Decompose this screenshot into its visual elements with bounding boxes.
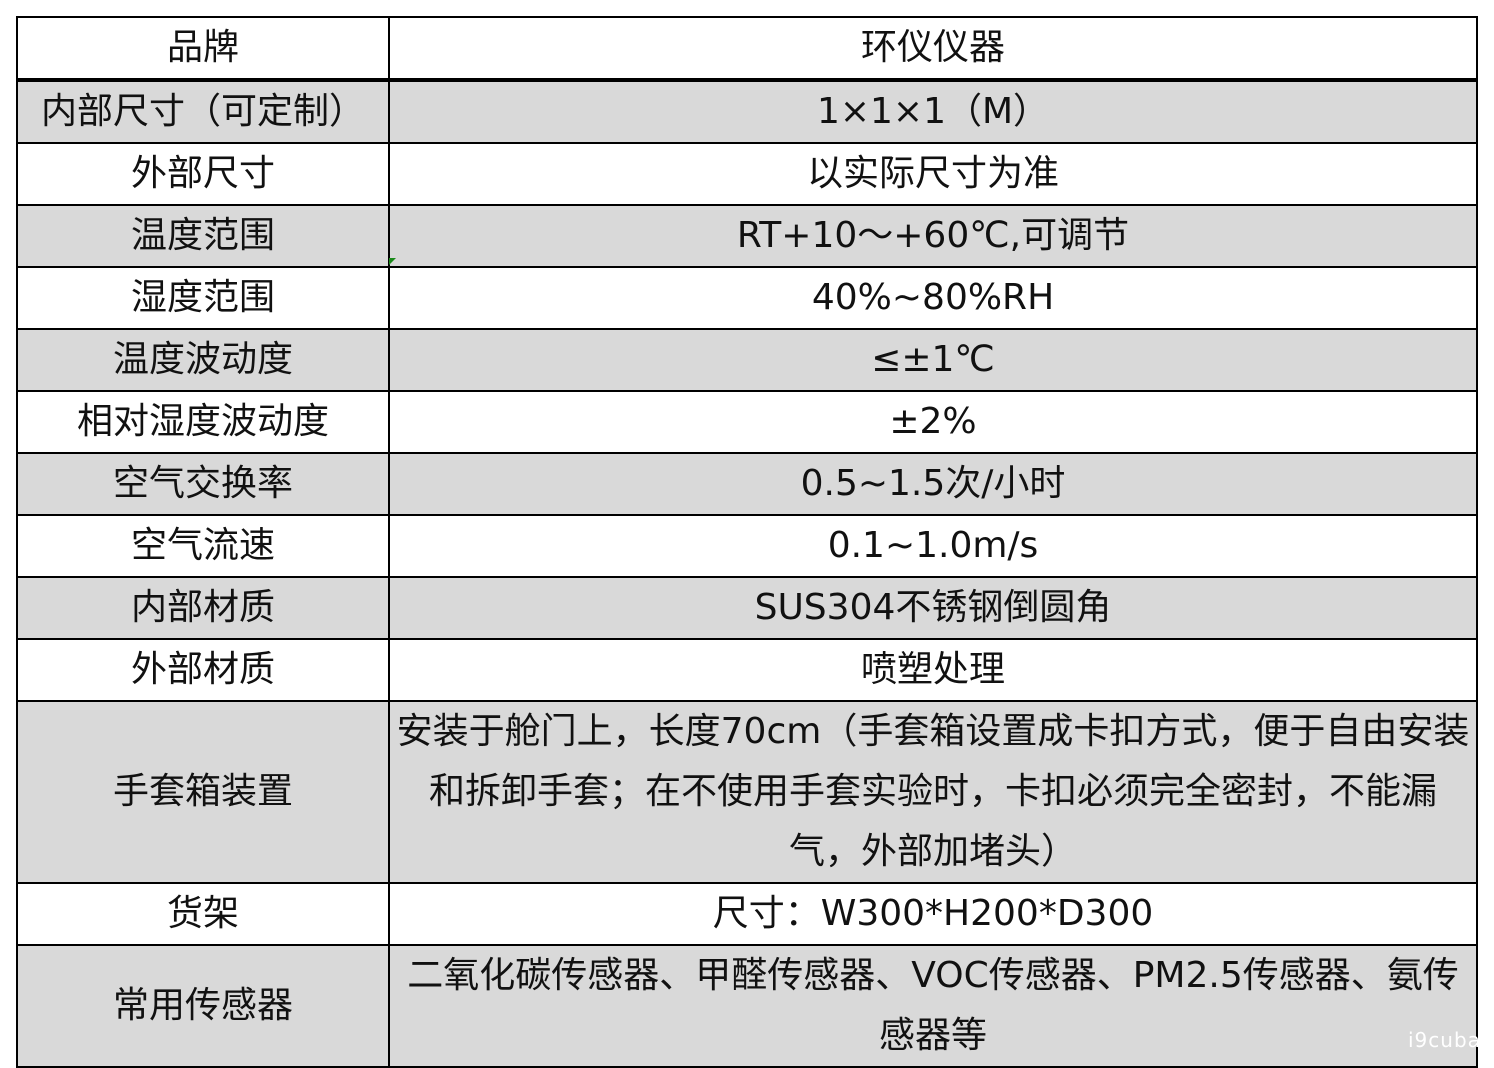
table-header-row: 品牌 环仪仪器 [16, 16, 1478, 82]
spec-label: 外部尺寸 [16, 142, 390, 206]
table-row: 外部尺寸 以实际尺寸为准 [16, 142, 1478, 206]
spec-label: 常用传感器 [16, 944, 390, 1068]
table-row: 常用传感器 二氧化碳传感器、甲醛传感器、VOC传感器、PM2.5传感器、氨传感器等 [16, 944, 1478, 1068]
watermark: i9cuba.c [1408, 1028, 1494, 1052]
spec-label: 空气流速 [16, 514, 390, 578]
table-row: 货架 尺寸：W300*H200*D300 [16, 882, 1478, 946]
spec-value: 尺寸：W300*H200*D300 [388, 882, 1478, 946]
spec-label: 空气交换率 [16, 452, 390, 516]
cell-comment-marker [389, 258, 396, 265]
spec-label: 温度波动度 [16, 328, 390, 392]
spec-value: 40%~80%RH [388, 266, 1478, 330]
spec-value: ≤±1℃ [388, 328, 1478, 392]
spec-value: 1×1×1（M） [388, 79, 1478, 144]
table-row: 空气交换率 0.5~1.5次/小时 [16, 452, 1478, 516]
spec-value: SUS304不锈钢倒圆角 [388, 576, 1478, 640]
table-row: 空气流速 0.1~1.0m/s [16, 514, 1478, 578]
spec-value: 以实际尺寸为准 [388, 142, 1478, 206]
spec-label: 温度范围 [16, 204, 390, 268]
table-row: 温度范围 RT+10～+60℃,可调节 [16, 204, 1478, 268]
table-row: 湿度范围 40%~80%RH [16, 266, 1478, 330]
spec-value: 二氧化碳传感器、甲醛传感器、VOC传感器、PM2.5传感器、氨传感器等 [388, 944, 1478, 1068]
spec-label: 内部尺寸（可定制） [16, 79, 390, 144]
spec-value: 喷塑处理 [388, 638, 1478, 702]
spec-label: 相对湿度波动度 [16, 390, 390, 454]
spec-label: 外部材质 [16, 638, 390, 702]
spec-label: 手套箱装置 [16, 700, 390, 884]
spec-label: 货架 [16, 882, 390, 946]
spec-label: 品牌 [16, 16, 390, 82]
spec-label: 湿度范围 [16, 266, 390, 330]
table-row: 外部材质 喷塑处理 [16, 638, 1478, 702]
spec-value: 0.5~1.5次/小时 [388, 452, 1478, 516]
table-row: 内部材质 SUS304不锈钢倒圆角 [16, 576, 1478, 640]
spec-table: 品牌 环仪仪器 内部尺寸（可定制） 1×1×1（M） 外部尺寸 以实际尺寸为准 温度范围 RT… [16, 16, 1478, 1068]
table-row: 温度波动度 ≤±1℃ [16, 328, 1478, 392]
table-row: 内部尺寸（可定制） 1×1×1（M） [16, 79, 1478, 144]
table-row: 手套箱装置 安装于舱门上，长度70cm（手套箱设置成卡扣方式，便于自由安装和拆卸手… [16, 700, 1478, 884]
spec-label: 内部材质 [16, 576, 390, 640]
spec-value: RT+10～+60℃,可调节 [388, 204, 1478, 268]
spec-value: ±2% [388, 390, 1478, 454]
spec-value: 0.1~1.0m/s [388, 514, 1478, 578]
table-row: 相对湿度波动度 ±2% [16, 390, 1478, 454]
spec-value: 安装于舱门上，长度70cm（手套箱设置成卡扣方式，便于自由安装和拆卸手套；在不使… [388, 700, 1478, 884]
spec-value: 环仪仪器 [388, 16, 1478, 82]
